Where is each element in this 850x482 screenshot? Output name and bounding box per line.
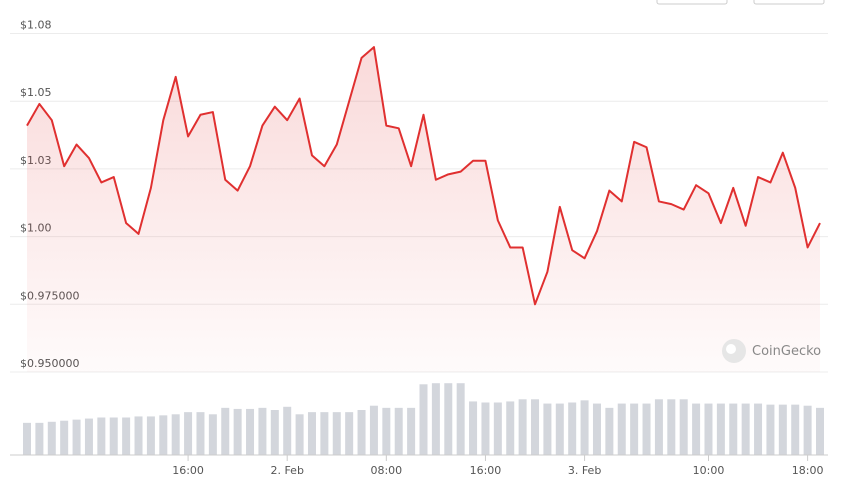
volume-bar (605, 407, 614, 455)
volume-bar (766, 404, 775, 455)
volume-bar (543, 403, 552, 455)
volume-bar (431, 383, 440, 455)
volume-bar (778, 404, 787, 455)
watermark-text: CoinGecko (752, 344, 821, 359)
price-line (26, 46, 821, 306)
range-button[interactable] (656, 0, 728, 5)
volume-bar (47, 421, 56, 455)
volume-bar (394, 407, 403, 455)
x-tick-label: 16:00 (470, 464, 502, 477)
volume-bar (307, 412, 316, 455)
volume-bar (518, 399, 527, 455)
volume-bar (531, 399, 540, 455)
volume-bar (60, 420, 69, 455)
volume-bar (258, 407, 267, 455)
volume-bar (667, 399, 676, 455)
volume-bar (481, 402, 490, 455)
volume-bar (35, 422, 44, 455)
x-tick-label: 18:00 (792, 464, 824, 477)
x-tick-label: 10:00 (693, 464, 725, 477)
volume-bar (270, 410, 279, 455)
area (27, 47, 820, 372)
volume-bar (84, 418, 93, 455)
volume-bar (555, 403, 564, 455)
volume-bar (23, 422, 31, 455)
volume-bar (159, 415, 168, 455)
volume-bar (791, 404, 800, 455)
volume-bar (369, 405, 378, 455)
volume-bar (221, 407, 230, 455)
volume-bar (295, 414, 304, 455)
volume-bar (72, 419, 81, 455)
volume-bar (97, 417, 106, 455)
range-button[interactable] (753, 0, 825, 5)
volume-bar (716, 403, 725, 455)
volume-bar (419, 384, 428, 455)
volume-bar (803, 405, 812, 455)
volume-bar (233, 408, 242, 455)
volume-bar (754, 403, 763, 455)
volume-bar (704, 403, 713, 455)
volume-bar (283, 406, 292, 455)
volume-bar (246, 408, 255, 455)
y-tick-label: $1.05 (20, 86, 52, 99)
volume-bar (493, 402, 502, 455)
volume-bar (357, 410, 366, 455)
volume-bar (506, 401, 515, 455)
y-tick-label: $1.08 (20, 19, 52, 32)
watermark-logo (726, 344, 736, 354)
volume-bar (208, 414, 217, 455)
volume-bar (332, 412, 341, 455)
x-tick-label: 2. Feb (270, 464, 303, 477)
watermark: CoinGecko (722, 339, 821, 363)
volume-bar (679, 399, 688, 455)
volume-bar (382, 407, 391, 455)
volume-bar (407, 407, 416, 455)
volume-bar (122, 417, 131, 455)
x-tick-label: 16:00 (172, 464, 204, 477)
volume-bar (692, 403, 701, 455)
volume-bar (109, 417, 118, 455)
volume-bar (617, 403, 626, 455)
volume-bar (456, 383, 465, 455)
volume-bar (630, 403, 639, 455)
x-tick-label: 08:00 (370, 464, 402, 477)
volume-bar (580, 400, 589, 455)
volume-bar (816, 407, 824, 455)
volume-bar (469, 401, 478, 455)
volume-bar (741, 403, 750, 455)
volume-bar (320, 412, 329, 455)
volume-bar (196, 412, 205, 455)
volume-bar (146, 416, 155, 455)
volume-bar (592, 403, 601, 455)
volume-bar (642, 403, 651, 455)
volume-bar (134, 416, 143, 455)
x-tick-label: 3. Feb (568, 464, 601, 477)
volume-bar (345, 412, 354, 455)
volume-bar (444, 383, 453, 455)
volume-bar (654, 399, 663, 455)
volume-bar (171, 414, 180, 455)
volume-bar (729, 403, 738, 455)
volume-bar (568, 402, 577, 455)
volume-bar (184, 412, 193, 455)
